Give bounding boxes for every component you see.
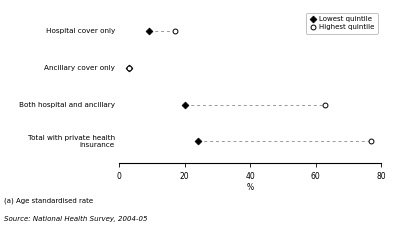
- Text: Source: National Health Survey, 2004-05: Source: National Health Survey, 2004-05: [4, 216, 147, 222]
- Text: (a) Age standardised rate: (a) Age standardised rate: [4, 197, 93, 204]
- Legend: Lowest quintile, Highest quintile: Lowest quintile, Highest quintile: [306, 12, 378, 34]
- X-axis label: %: %: [247, 183, 254, 192]
